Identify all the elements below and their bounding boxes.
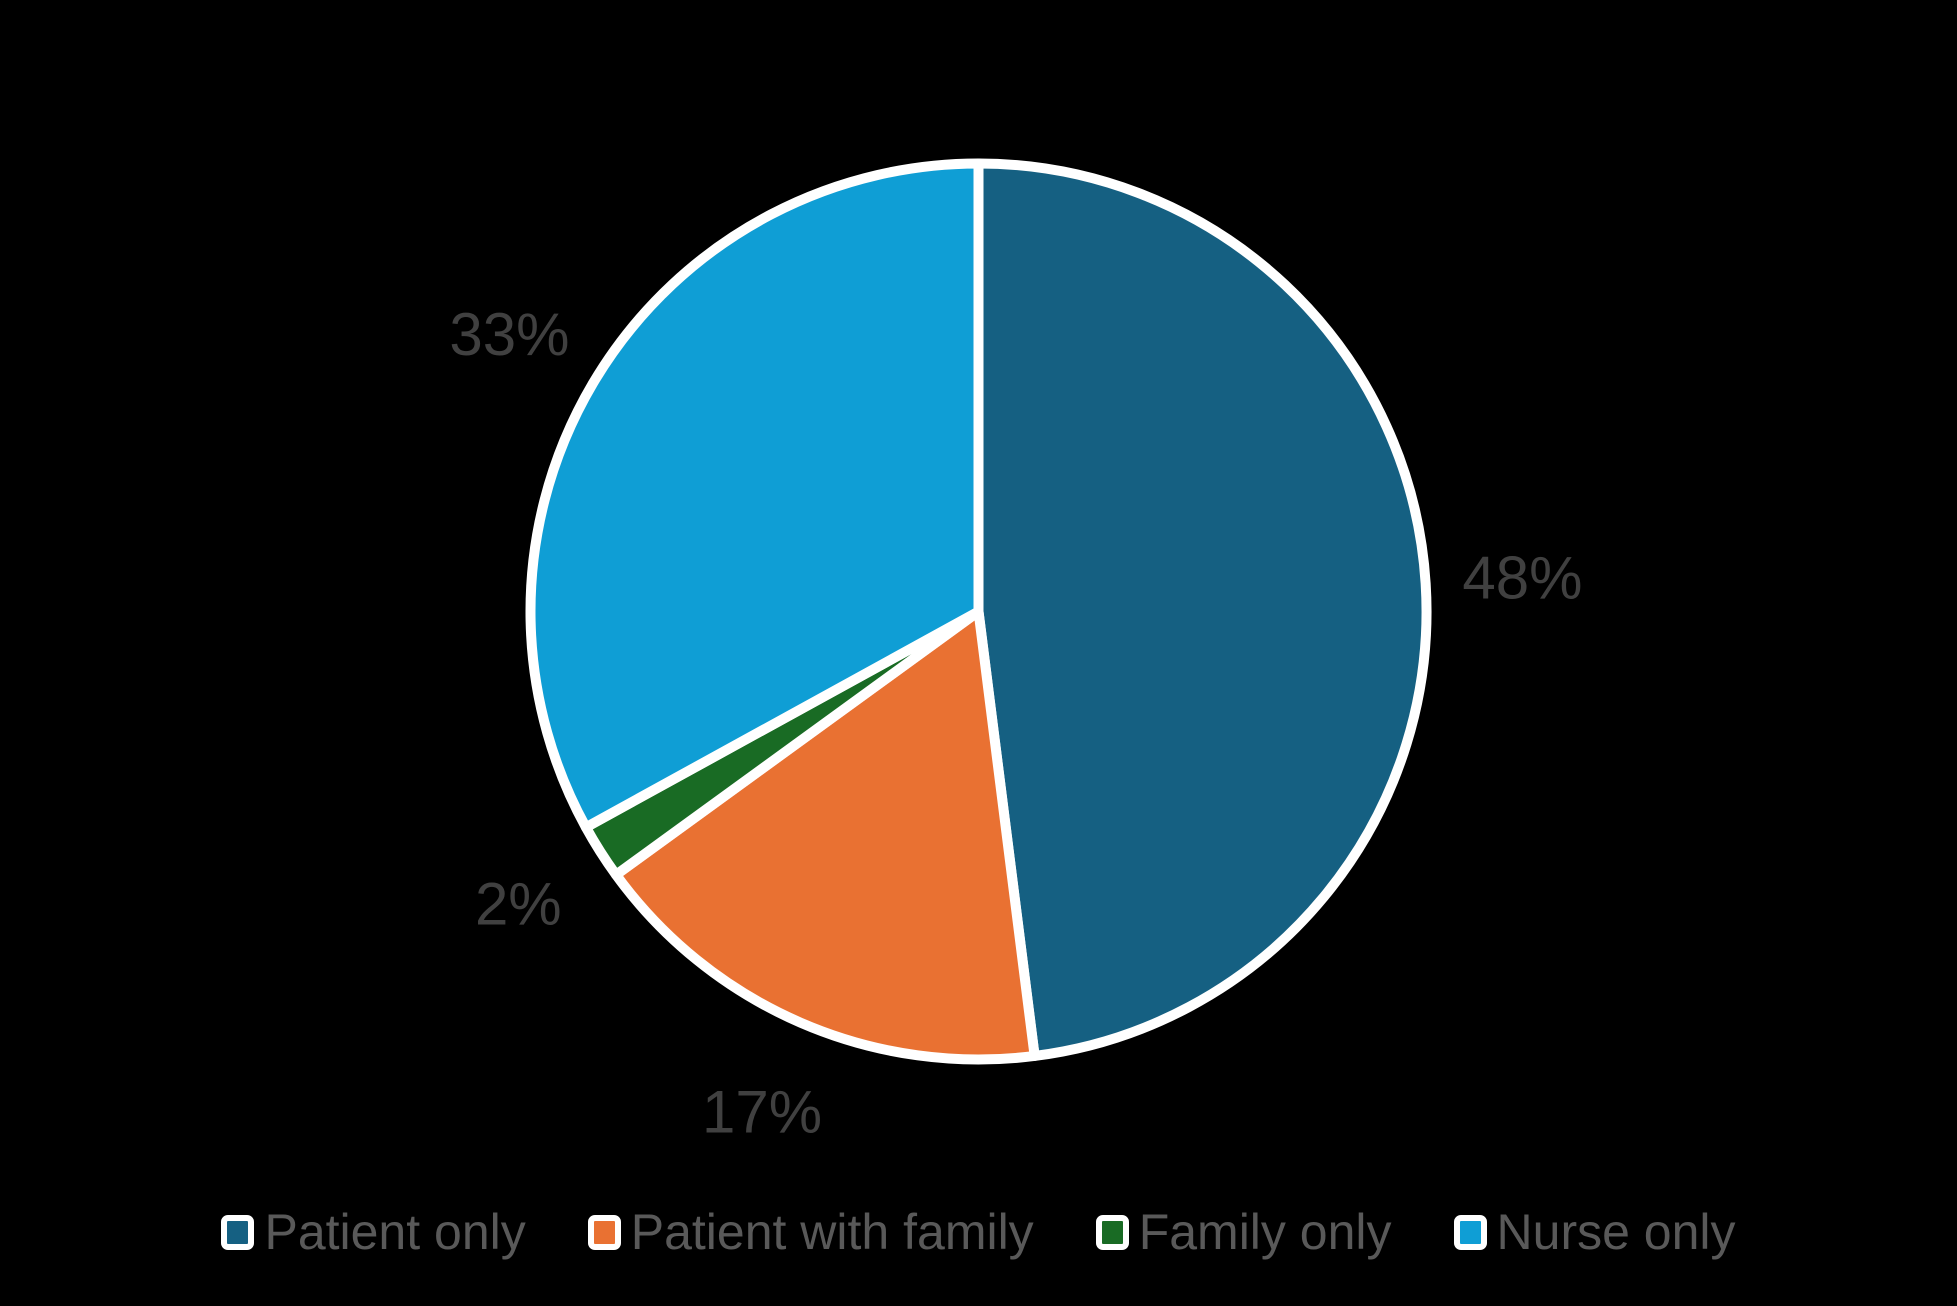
pie-slice-nurse-only: [525, 158, 984, 833]
legend-item-family-only: Family only: [1095, 1204, 1392, 1260]
legend-label-patient-with-family: Patient with family: [630, 1204, 1034, 1260]
legend-item-patient-with-family: Patient with family: [587, 1204, 1034, 1260]
pie-slice-patient-with-family: [611, 606, 1040, 1065]
data-label-family-only: 2%: [475, 871, 562, 938]
data-label-patient-only: 48%: [1462, 544, 1582, 611]
data-label-patient-with-family: 17%: [702, 1079, 822, 1146]
pie-slice-patient-only: [973, 158, 1432, 1061]
legend-swatch-patient-only: [221, 1214, 255, 1250]
legend-label-nurse-only: Nurse only: [1496, 1204, 1736, 1260]
legend-swatch-family-only: [1095, 1214, 1129, 1250]
legend-item-patient-only: Patient only: [221, 1204, 526, 1260]
legend-swatch-patient-with-family: [587, 1214, 621, 1250]
legend-label-patient-only: Patient only: [264, 1204, 526, 1260]
legend-swatch-nurse-only: [1453, 1214, 1487, 1250]
data-label-nurse-only: 33%: [449, 301, 569, 368]
chart-legend: Patient only Patient with family Family on…: [0, 1204, 1957, 1260]
legend-item-nurse-only: Nurse only: [1453, 1204, 1736, 1260]
legend-label-family-only: Family only: [1138, 1204, 1392, 1260]
